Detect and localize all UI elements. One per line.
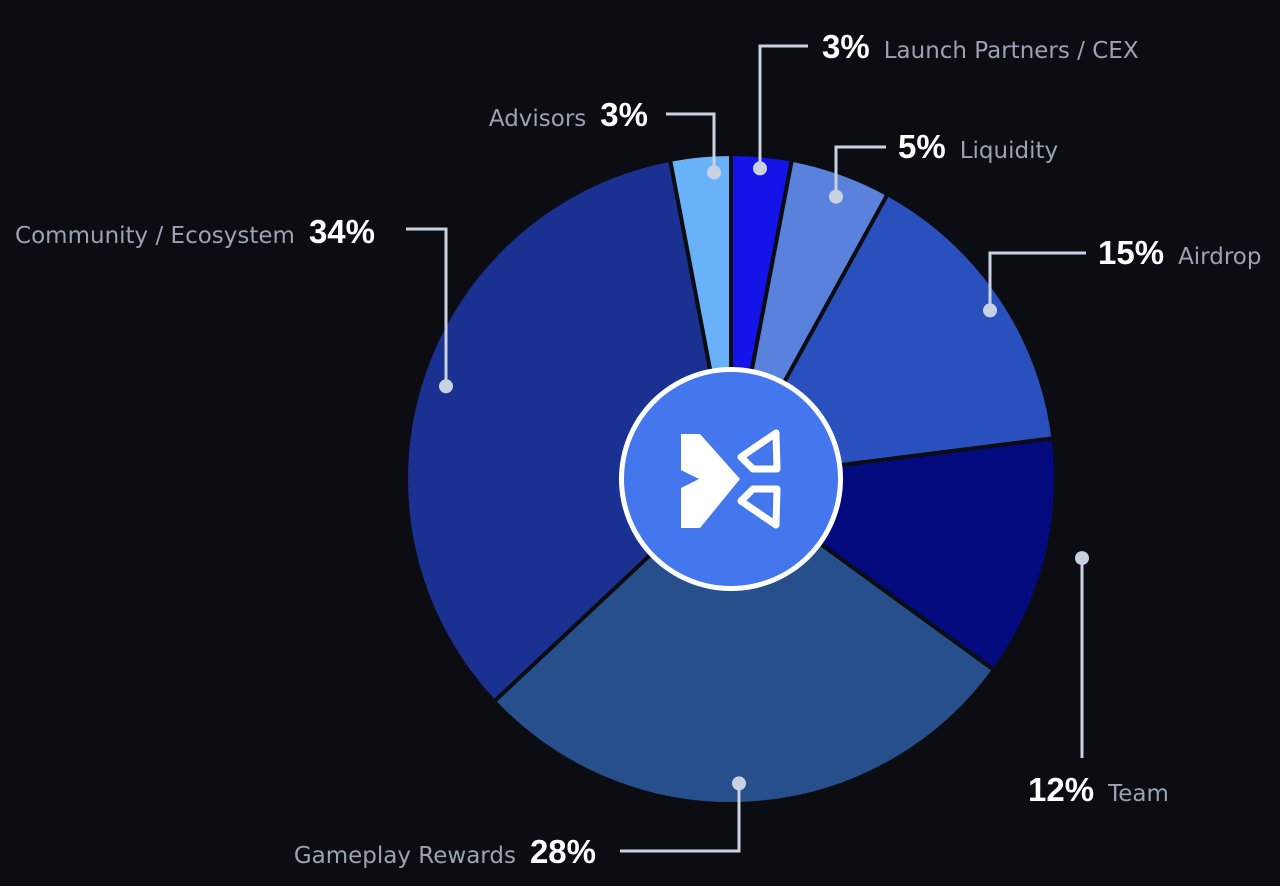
callout-dot-launch-partners-cex bbox=[753, 161, 767, 176]
slice-value-label: 12% bbox=[1028, 771, 1094, 808]
slice-category-label: Liquidity bbox=[960, 138, 1058, 164]
slice-category-label: Advisors bbox=[489, 106, 586, 132]
slice-label-team: 12% Team bbox=[1028, 771, 1169, 808]
slice-label-community-ecosystem: Community / Ecosystem 34% bbox=[15, 213, 375, 250]
slice-value-label: 28% bbox=[530, 833, 596, 870]
pie-slice-community-ecosystem bbox=[404, 157, 733, 704]
callout-line-gameplay-rewards bbox=[620, 783, 741, 853]
slice-value-label: 3% bbox=[600, 96, 648, 133]
callout-line-liquidity bbox=[834, 145, 886, 197]
callout-line-airdrop bbox=[988, 251, 1086, 311]
slice-label-advisors: Advisors 3% bbox=[489, 96, 648, 133]
pie-slice-gameplay-rewards bbox=[492, 477, 996, 806]
slice-category-label: Gameplay Rewards bbox=[294, 843, 516, 869]
slice-value-label: 5% bbox=[898, 128, 946, 165]
x-arrow-logo-icon bbox=[681, 429, 781, 529]
callout-dot-community-ecosystem bbox=[439, 379, 453, 394]
callout-line-launch-partners-cex bbox=[758, 44, 808, 169]
callout-line-advisors bbox=[666, 112, 716, 173]
callouts bbox=[406, 44, 1089, 853]
slice-value-label: 15% bbox=[1098, 234, 1164, 271]
callout-labels: 3% Launch Partners / CEX 5% Liquidity 15% Air… bbox=[15, 28, 1261, 870]
slice-label-gameplay-rewards: Gameplay Rewards 28% bbox=[294, 833, 596, 870]
callout-dot-team bbox=[1075, 551, 1089, 566]
callout-line-community-ecosystem bbox=[406, 227, 448, 387]
callout-dot-liquidity bbox=[829, 189, 843, 204]
slice-category-label: Airdrop bbox=[1178, 244, 1261, 270]
center-logo bbox=[619, 367, 843, 591]
slice-value-label: 34% bbox=[309, 213, 375, 250]
slice-label-airdrop: 15% Airdrop bbox=[1098, 234, 1261, 271]
callout-dot-advisors bbox=[707, 165, 721, 180]
slice-category-label: Team bbox=[1107, 781, 1169, 807]
slice-label-liquidity: 5% Liquidity bbox=[898, 128, 1058, 165]
slice-category-label: Launch Partners / CEX bbox=[884, 38, 1139, 64]
slice-value-label: 3% bbox=[822, 28, 870, 65]
callout-dot-gameplay-rewards bbox=[732, 776, 746, 791]
slice-category-label: Community / Ecosystem bbox=[15, 223, 295, 249]
slice-label-launch-partners-cex: 3% Launch Partners / CEX bbox=[822, 28, 1139, 65]
callout-dot-airdrop bbox=[983, 303, 997, 318]
